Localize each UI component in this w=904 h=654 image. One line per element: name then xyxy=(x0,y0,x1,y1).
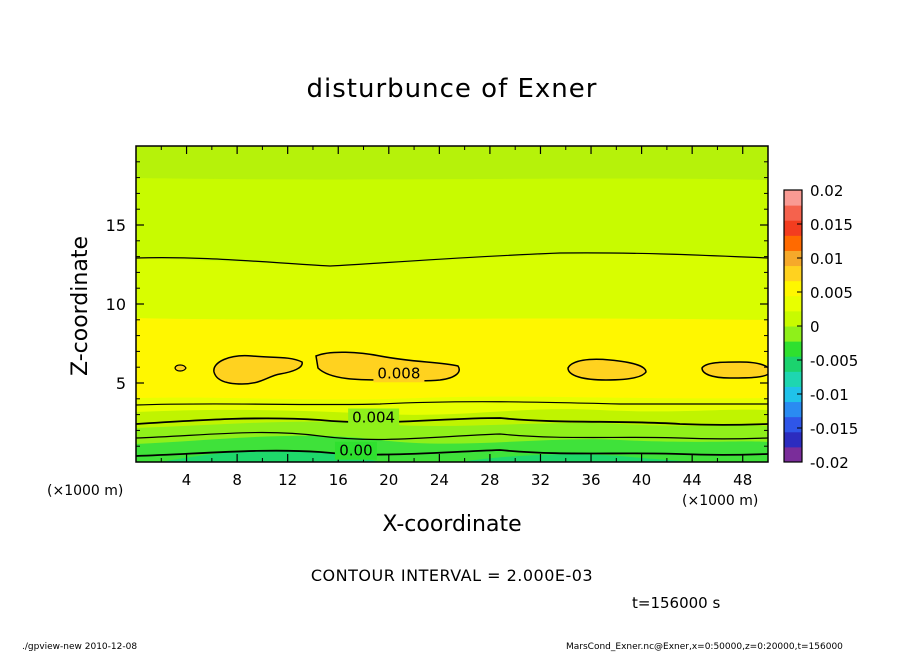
x-tick-label: 12 xyxy=(278,471,297,489)
contour-region-1 xyxy=(213,354,303,385)
contour-region-5 xyxy=(174,364,187,372)
contour-label: 0.008 xyxy=(377,364,420,382)
colorbar-swatch xyxy=(784,310,802,327)
x-tick-label: 44 xyxy=(683,471,702,489)
colorbar-label: -0.02 xyxy=(810,454,849,472)
contour-label-bg xyxy=(348,408,400,427)
chart-title: disturbunce of Exner xyxy=(306,74,598,104)
contour-fill-layer xyxy=(136,146,768,462)
contour-line-0.002 xyxy=(136,431,768,441)
colorbar-label: -0.01 xyxy=(810,386,849,404)
colorbar-label: -0.005 xyxy=(810,352,858,370)
colorbar-swatch xyxy=(784,280,802,297)
colorbar-label: 0.015 xyxy=(810,216,853,234)
y-tick-layer: 5 10 15 xyxy=(106,161,768,447)
colorbar-swatch xyxy=(784,205,802,221)
colorbar-swatch xyxy=(784,356,802,372)
colorbar-label: -0.015 xyxy=(810,420,858,438)
time-stamp: t=156000 s xyxy=(632,594,721,612)
x-tick-label: 20 xyxy=(379,471,398,489)
x-tick-label: 28 xyxy=(480,471,499,489)
band-upper xyxy=(136,253,768,320)
colorbar-label: 0.02 xyxy=(810,182,843,200)
colorbar-swatch xyxy=(784,250,802,267)
contour-label: 0.00 xyxy=(339,442,372,460)
x-tick-layer: 4 8 12 16 20 24 28 32 36 40 44 48 xyxy=(135,146,769,489)
contour-interval-note: CONTOUR INTERVAL = 2.000E-03 xyxy=(310,566,594,585)
contour-label-bg xyxy=(373,364,425,383)
data-source-footer: MarsCond_Exner.nc@Exner,x=0:50000,z=0:20… xyxy=(566,642,843,652)
x-tick-label: 8 xyxy=(232,471,242,489)
y-tick-label: 5 xyxy=(116,374,126,393)
colorbar-swatch xyxy=(784,190,802,206)
colorbar-swatch xyxy=(784,371,802,387)
colorbar-swatch xyxy=(784,341,802,357)
colorbar-swatch xyxy=(784,401,802,418)
colorbar-swatch xyxy=(784,295,802,312)
x-axis-unit: (×1000 m) xyxy=(682,493,759,509)
colorbar-label: 0.005 xyxy=(810,284,853,302)
x-tick-label: 24 xyxy=(430,471,449,489)
contour-region-4 xyxy=(701,361,768,379)
colorbar-label: 0 xyxy=(810,318,820,336)
x-axis-label: X-coordinate xyxy=(382,512,522,537)
colorbar-swatch xyxy=(784,386,802,403)
colorbar-swatch xyxy=(784,265,802,282)
colorbar-label: 0.01 xyxy=(810,250,843,268)
colorbar-swatch xyxy=(784,326,802,342)
band-lower-6 xyxy=(460,454,700,462)
band-top xyxy=(136,146,768,180)
x-tick-label: 16 xyxy=(329,471,348,489)
colorbar: 0.02 0.015 0.01 0.005 0 -0.005 -0.01 -0.015 -0.0… xyxy=(783,182,858,472)
contour-line-0.004 xyxy=(136,417,768,426)
program-footer: ./gpview-new 2010-12-08 xyxy=(22,642,138,652)
y-axis-unit: (×1000 m) xyxy=(47,483,124,499)
x-tick-label: 36 xyxy=(581,471,600,489)
x-tick-label: 32 xyxy=(531,471,550,489)
y-tick-label: 10 xyxy=(106,295,126,314)
contour-region-3 xyxy=(567,358,647,381)
contour-line-0 xyxy=(136,449,768,457)
x-tick-label: 4 xyxy=(182,471,192,489)
y-tick-label: 15 xyxy=(106,216,126,235)
colorbar-swatch xyxy=(784,446,802,463)
colorbar-swatch xyxy=(784,235,802,251)
colorbar-swatch xyxy=(784,431,802,448)
contour-line-0.01 xyxy=(136,252,768,267)
x-tick-label: 48 xyxy=(733,471,752,489)
contour-label-bg xyxy=(334,441,377,460)
contour-label: 0.004 xyxy=(352,409,395,427)
contour-label-layer: 0.008 0.004 0.00 xyxy=(334,364,425,460)
colorbar-swatch xyxy=(784,416,802,433)
contour-line-0.006 xyxy=(136,401,768,406)
x-tick-label: 40 xyxy=(632,471,651,489)
colorbar-swatch xyxy=(784,220,802,236)
